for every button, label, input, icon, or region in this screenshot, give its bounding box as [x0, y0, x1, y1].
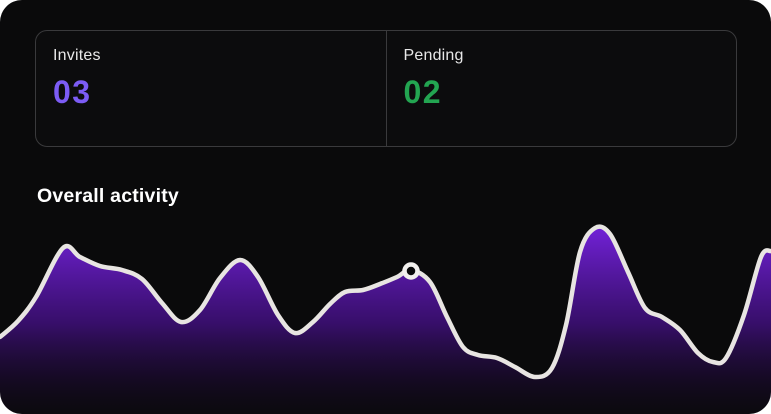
- activity-line: [0, 224, 771, 380]
- stat-pending-value: 02: [403, 74, 443, 111]
- stat-invites-value: 03: [53, 74, 92, 111]
- stat-pending-label: Pending: [403, 47, 464, 64]
- stats-divider: [385, 31, 387, 146]
- stat-pending: Pending 02: [387, 31, 737, 146]
- chart-marker-point[interactable]: [402, 262, 420, 280]
- stat-invites-label: Invites: [53, 47, 101, 64]
- section-title: Overall activity: [37, 185, 179, 207]
- stats-card: Invites 03 Pending 02: [35, 30, 737, 147]
- activity-area-fill: [0, 226, 771, 414]
- stat-invites: Invites 03: [36, 31, 386, 146]
